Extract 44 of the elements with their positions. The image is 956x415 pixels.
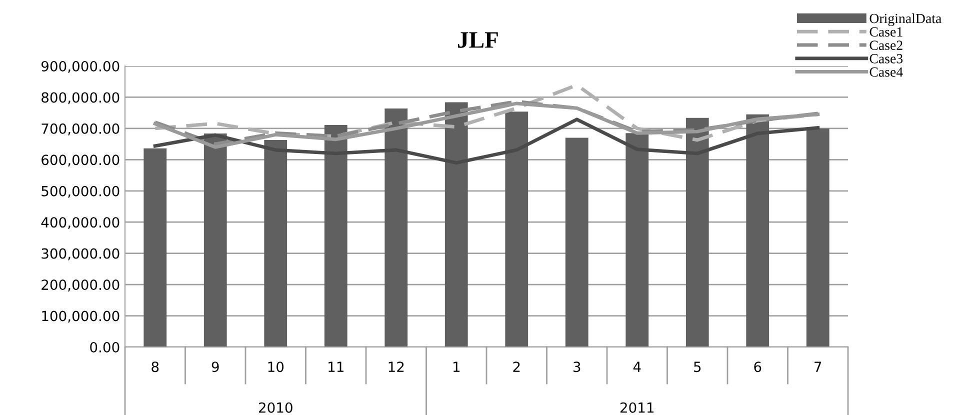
x-tick-label: 4 bbox=[633, 362, 641, 372]
y-tick-label: 100,000.00 bbox=[42, 310, 120, 323]
y-tick-label: 800,000.00 bbox=[42, 92, 120, 104]
text: 2010 bbox=[258, 402, 292, 413]
y-tick-label: 200,000.00 bbox=[42, 280, 120, 292]
bar bbox=[626, 133, 649, 347]
y-tick-label: 900,000.00 bbox=[41, 60, 120, 73]
bar bbox=[144, 148, 167, 347]
x-tick-label: 5 bbox=[694, 362, 701, 372]
x-tick-label: 1 bbox=[453, 362, 460, 372]
line-series bbox=[153, 118, 820, 165]
bar bbox=[384, 108, 408, 347]
y-tick-label: 500,000.00 bbox=[42, 186, 120, 198]
y-tick-label: 600,000.00 bbox=[42, 154, 120, 167]
x-tick-label: 7 bbox=[814, 362, 822, 372]
legend-label: Case2 bbox=[870, 40, 902, 50]
bar bbox=[746, 114, 770, 347]
x-tick-label: 9 bbox=[212, 362, 219, 372]
bar bbox=[324, 125, 348, 347]
text: 2011 bbox=[620, 402, 654, 413]
x-tick-label: 11 bbox=[328, 362, 344, 372]
y-tick-label: 700,000.00 bbox=[42, 123, 120, 136]
x-tick-label: 2 bbox=[513, 362, 520, 372]
x-tick-label: 6 bbox=[754, 362, 762, 372]
bar bbox=[444, 102, 468, 347]
line-series bbox=[153, 83, 820, 142]
bar bbox=[505, 112, 528, 347]
legend-label: Case4 bbox=[870, 67, 903, 77]
legend-label: OriginalData bbox=[870, 13, 942, 26]
legend-label: Case3 bbox=[870, 54, 903, 64]
x-tick-label: 3 bbox=[574, 362, 580, 372]
bar bbox=[806, 128, 830, 347]
bar bbox=[204, 133, 227, 347]
y-tick-label: 400,000.00 bbox=[41, 217, 120, 229]
bar bbox=[686, 118, 709, 347]
chart-title: JLF bbox=[458, 32, 498, 48]
legend-label: Case1 bbox=[870, 27, 902, 37]
y-tick-label: 0.00 bbox=[90, 342, 120, 352]
x-tick-label: 10 bbox=[268, 362, 284, 372]
y-tick-label: 300,000.00 bbox=[42, 248, 120, 260]
bar bbox=[264, 140, 288, 347]
x-tick-label: 8 bbox=[152, 362, 159, 372]
x-tick-label: 12 bbox=[388, 362, 404, 372]
bar bbox=[565, 138, 588, 347]
